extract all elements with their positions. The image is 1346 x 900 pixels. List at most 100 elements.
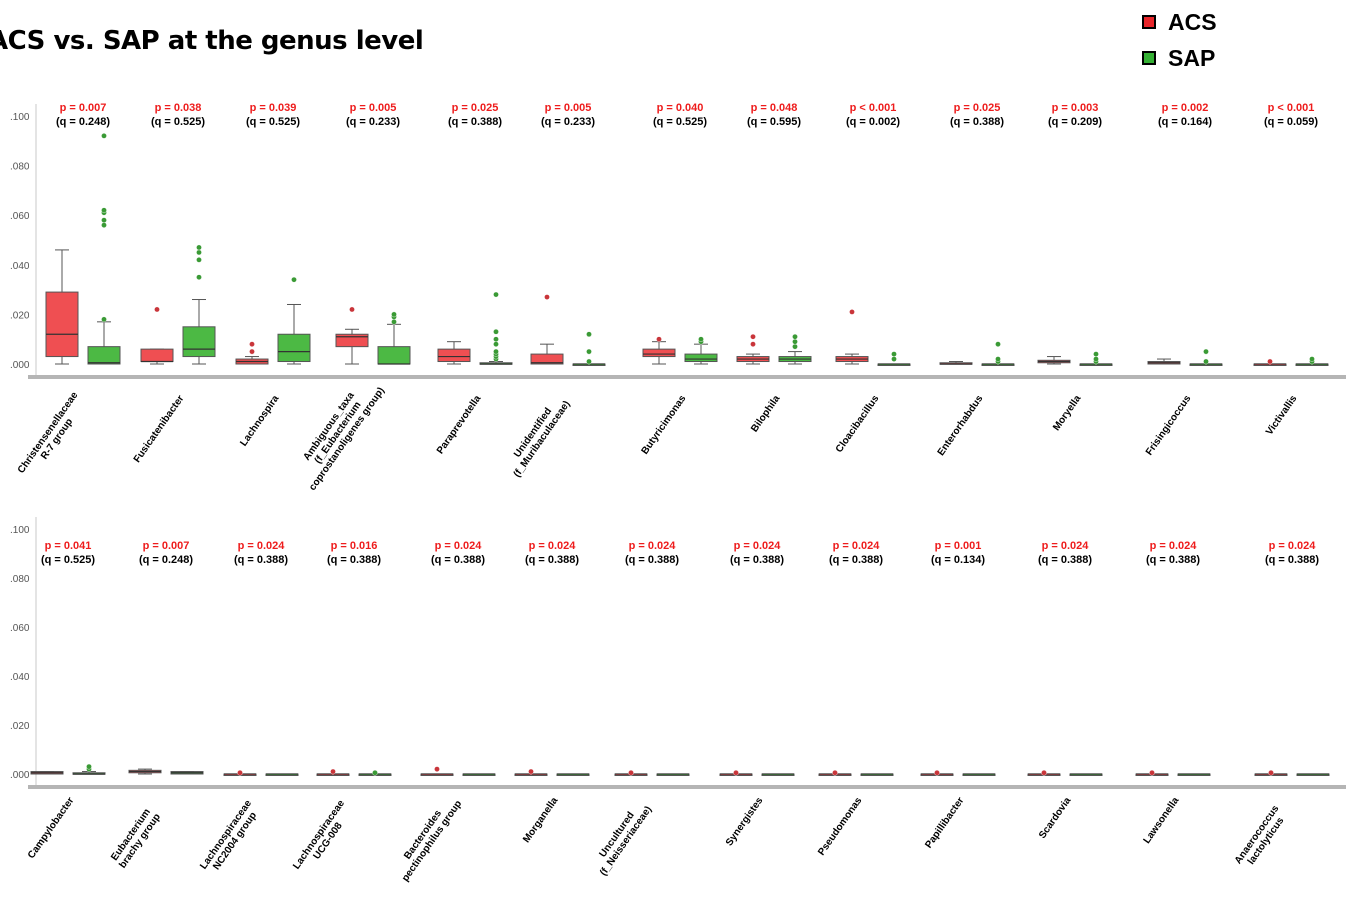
p-value-label: p = 0.041 — [45, 540, 92, 552]
box-sap — [1069, 773, 1103, 776]
x-category-label: Pseudomonas — [816, 795, 864, 858]
panel-top: .000 .020 .040 .060 .080 .100 p = 0.007 (q = 0.… — [10, 102, 1346, 493]
p-value-label: p = 0.024 — [529, 540, 577, 552]
box-acs — [1135, 769, 1169, 776]
outlier-point — [101, 222, 107, 228]
q-value-label: (q = 0.525) — [151, 116, 205, 128]
outlier-point — [1093, 351, 1099, 357]
box-iqr — [87, 346, 121, 365]
outlier-point — [101, 133, 107, 139]
box-acs — [939, 361, 973, 365]
p-value-label: p = 0.048 — [751, 102, 798, 114]
outlier-point — [1267, 358, 1273, 365]
box-sap — [277, 276, 311, 365]
x-category-label: Anaerococcuslactolyticus — [1233, 803, 1291, 872]
x-category-label-line: Enterorhabdus — [936, 393, 986, 458]
outlier-point — [1203, 348, 1209, 355]
y-tick-label: .060 — [10, 623, 30, 634]
box-iqr — [530, 353, 564, 365]
y-tick-label: .100 — [10, 112, 30, 123]
x-category-label: Cloacibacillus — [834, 393, 882, 455]
outlier-point — [249, 341, 255, 347]
x-category-label-line: Bilophila — [749, 393, 782, 434]
y-tick-label: .040 — [10, 672, 30, 683]
p-value-label: p = 0.005 — [350, 102, 397, 114]
outlier-point — [995, 356, 1001, 362]
q-value-label: (q = 0.388) — [327, 554, 381, 566]
x-category-label-line: Victivallis — [1264, 393, 1300, 437]
x-category-label: Frisingicoccus — [1144, 393, 1194, 457]
outlier-point — [995, 341, 1001, 347]
x-category-label: Lachnospira — [238, 393, 281, 448]
box-acs — [140, 306, 174, 365]
x-category-label-line: Morganella — [521, 795, 561, 845]
box-iqr — [437, 348, 471, 363]
p-value-label: p = 0.039 — [250, 102, 297, 114]
q-value-label: (q = 0.002) — [846, 116, 900, 128]
outlier-point — [372, 769, 378, 776]
q-value-label: (q = 0.388) — [525, 554, 579, 566]
p-value-label: p = 0.024 — [833, 540, 881, 552]
outlier-point — [330, 768, 336, 775]
q-value-label: (q = 0.525) — [41, 554, 95, 566]
category-group: p = 0.038 (q = 0.525) Fusicatenibacter — [132, 102, 216, 465]
outlier-point — [586, 331, 592, 338]
q-value-label: (q = 0.388) — [431, 554, 485, 566]
y-tick-label: .080 — [10, 162, 30, 173]
outlier-point — [493, 291, 499, 298]
category-group: p = 0.048 (q = 0.595) Bilophila — [736, 102, 812, 434]
q-value-label: (q = 0.388) — [1038, 554, 1092, 566]
box-sap — [479, 291, 513, 365]
outlier-point — [544, 294, 550, 300]
y-tick-label: .000 — [10, 360, 30, 371]
box-acs — [1027, 769, 1061, 776]
x-category-label-line: Scardovia — [1037, 795, 1074, 841]
outlier-point — [349, 306, 355, 313]
x-category-label: Paraprevotella — [435, 393, 484, 456]
x-category-label: Eubacteriumbrachy group — [108, 806, 163, 871]
box-iqr — [377, 346, 411, 365]
outlier-point — [493, 328, 499, 335]
p-value-label: p = 0.024 — [1150, 540, 1198, 552]
legend-label-sap: SAP — [1168, 44, 1216, 71]
p-value-label: p = 0.016 — [331, 540, 378, 552]
box-acs — [514, 768, 548, 776]
box-acs — [835, 309, 869, 365]
box-acs — [736, 333, 770, 365]
p-value-label: p = 0.024 — [1269, 540, 1317, 552]
box-acs — [1147, 358, 1181, 365]
box-sap — [87, 133, 121, 365]
outlier-point — [1309, 356, 1315, 362]
x-category-label-line: Paraprevotella — [435, 393, 484, 456]
q-value-label: (q = 0.388) — [1265, 554, 1319, 566]
box-sap — [684, 336, 718, 365]
category-group: p = 0.039 (q = 0.525) Lachnospira — [235, 102, 311, 448]
box-acs — [642, 336, 676, 365]
p-value-label: p = 0.038 — [155, 102, 202, 114]
box-iqr — [277, 333, 311, 363]
legend-swatch-acs — [1142, 15, 1156, 29]
outlier-point — [391, 311, 397, 318]
category-group: p = 0.024 (q = 0.388) Lawsonella — [1135, 540, 1211, 846]
outlier-point — [101, 316, 107, 323]
box-acs — [818, 769, 852, 776]
x-category-label: Morganella — [521, 795, 561, 845]
p-value-label: p = 0.007 — [143, 540, 190, 552]
q-value-label: (q = 0.233) — [346, 116, 400, 128]
outlier-point — [237, 769, 243, 776]
outlier-point — [434, 766, 440, 772]
category-group: p = 0.002 (q = 0.164) Frisingicoccus — [1144, 102, 1223, 458]
x-category-label-line: Cloacibacillus — [834, 393, 882, 455]
y-tick-label: .040 — [10, 261, 30, 272]
outlier-point — [934, 769, 940, 776]
box-sap — [377, 311, 411, 365]
q-value-label: (q = 0.059) — [1264, 116, 1318, 128]
box-sap — [860, 773, 894, 776]
q-value-label: (q = 0.233) — [541, 116, 595, 128]
outlier-point — [832, 769, 838, 776]
p-value-label: p = 0.001 — [935, 540, 982, 552]
box-acs — [128, 768, 162, 775]
box-sap — [656, 773, 690, 776]
x-category-label-line: Pseudomonas — [816, 795, 864, 858]
